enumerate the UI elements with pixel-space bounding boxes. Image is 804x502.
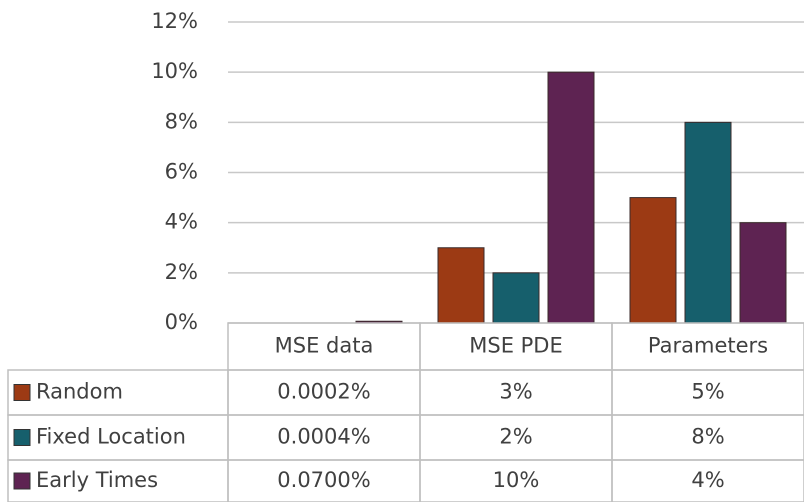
table-value: 0.0002% <box>277 380 370 404</box>
legend-label: Early Times <box>36 468 158 492</box>
y-tick-label: 2% <box>165 260 198 284</box>
legend-swatch <box>13 429 31 446</box>
table-value: 4% <box>691 468 724 492</box>
bar <box>629 197 677 324</box>
x-tick-label: MSE data <box>275 334 374 358</box>
y-tick-label: 6% <box>165 160 198 184</box>
y-tick-label: 0% <box>165 310 198 334</box>
legend-label: Fixed Location <box>36 425 186 449</box>
bar <box>739 222 787 324</box>
bar <box>492 272 540 324</box>
table-value: 8% <box>691 425 724 449</box>
legend-swatch <box>13 384 31 401</box>
y-tick-label: 12% <box>151 9 198 33</box>
table-cell <box>611 459 804 502</box>
table-value: 2% <box>499 425 532 449</box>
x-tick-label: Parameters <box>648 334 768 358</box>
legend-swatch <box>13 472 31 490</box>
table-value: 3% <box>499 380 532 404</box>
table-value: 0.0700% <box>277 468 370 492</box>
bar <box>547 71 595 324</box>
y-tick-label: 4% <box>165 210 198 234</box>
table-value: 0.0004% <box>277 425 370 449</box>
legend-label: Random <box>36 380 123 404</box>
bar <box>437 247 485 324</box>
table-value: 5% <box>691 380 724 404</box>
y-tick-label: 10% <box>151 59 198 83</box>
y-tick-label: 8% <box>165 109 198 133</box>
x-tick-label: MSE PDE <box>469 334 563 358</box>
bar <box>684 121 732 324</box>
table-value: 10% <box>493 468 540 492</box>
